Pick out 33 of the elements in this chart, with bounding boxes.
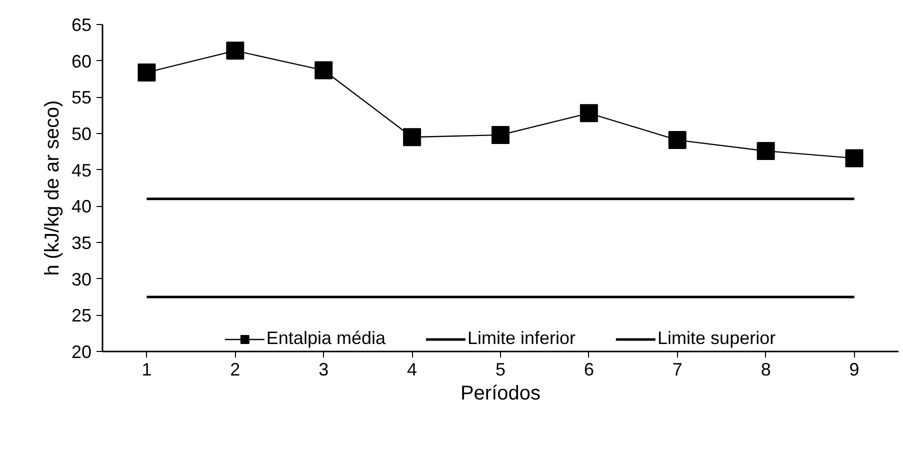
point	[403, 128, 422, 146]
x-tick-label: 7	[672, 360, 682, 380]
y-tick-label: 35	[71, 233, 92, 253]
x-tick-label: 5	[495, 360, 506, 380]
legend-label: Limite superior	[658, 328, 776, 349]
point	[668, 131, 686, 150]
point	[492, 126, 510, 144]
y-tick-label: 20	[71, 342, 92, 362]
x-tick-label: 8	[760, 360, 771, 380]
point	[580, 104, 598, 122]
x-tick-label: 4	[407, 360, 418, 380]
point	[138, 63, 156, 82]
y-tick-label: 50	[71, 124, 92, 144]
x-tick-label: 9	[849, 360, 860, 380]
point	[845, 149, 864, 168]
point	[756, 142, 775, 160]
y-tick-label: 30	[71, 269, 92, 290]
y-tick-label: 65	[71, 15, 92, 35]
point	[314, 61, 333, 80]
x-tick-label: 3	[318, 360, 329, 380]
x-tick-label: 2	[230, 360, 240, 380]
y-axis-title: h (kJ/kg de ar seco)	[41, 100, 64, 276]
legend-label: Entalpia média	[266, 328, 386, 349]
y-tick-label: 60	[71, 51, 92, 72]
y-tick-label: 40	[71, 196, 92, 217]
x-axis-title: Períodos	[460, 382, 541, 404]
legend-label: Limite inferior	[467, 328, 576, 349]
y-tick-label: 45	[71, 160, 92, 180]
y-tick-label: 55	[71, 88, 92, 108]
y-tick-label: 25	[71, 306, 92, 326]
x-tick-label: 1	[142, 360, 152, 380]
x-tick-label: 6	[584, 360, 594, 380]
point	[226, 42, 244, 60]
